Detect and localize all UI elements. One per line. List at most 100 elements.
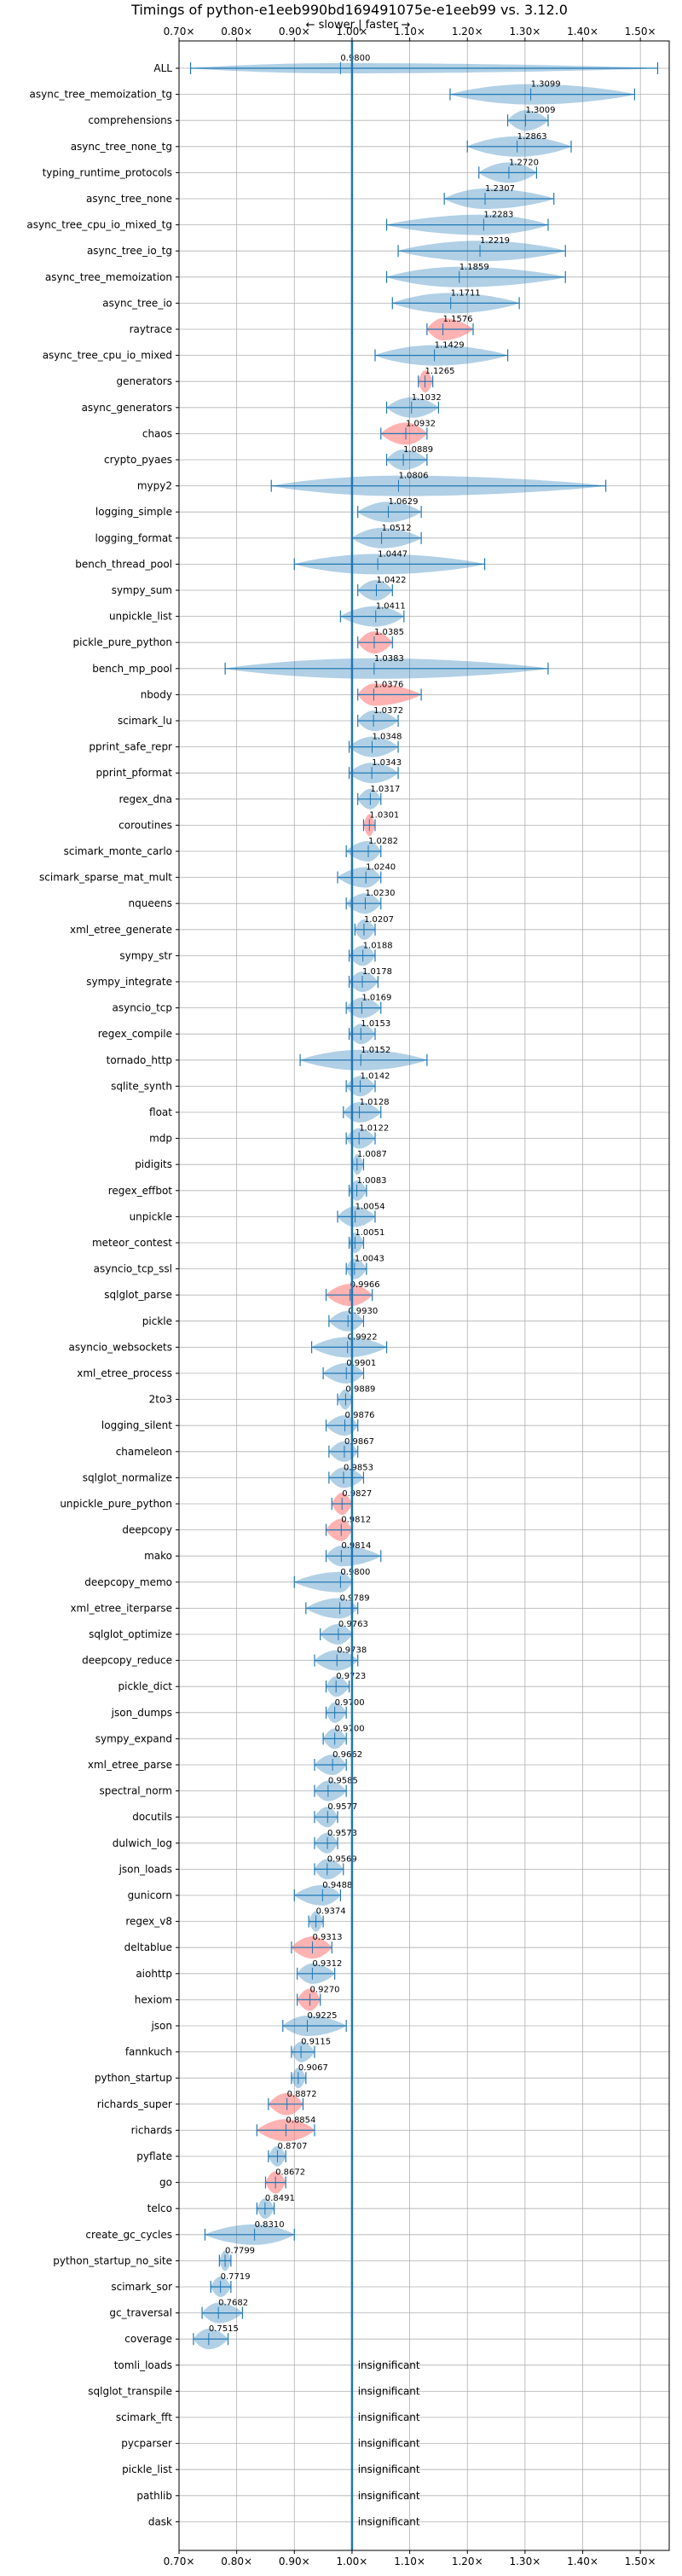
insignificant-label: insignificant <box>358 2411 420 2423</box>
benchmark-label: dask <box>148 2515 172 2527</box>
insignificant-label: insignificant <box>358 2463 420 2475</box>
benchmark-label: generators <box>116 375 172 387</box>
value-label: 1.2720 <box>509 158 539 167</box>
benchmark-label: create_gc_cycles <box>85 2229 172 2241</box>
x-tick-label-top: 1.00× <box>337 26 368 38</box>
benchmark-label: scimark_sparse_mat_mult <box>39 872 172 884</box>
benchmark-label: async_tree_io <box>102 297 172 309</box>
benchmark-label: sqlite_synth <box>111 1080 172 1092</box>
benchmark-label: python_startup <box>95 2072 172 2084</box>
value-label: 1.1429 <box>435 341 465 351</box>
benchmark-label: coroutines <box>118 819 172 831</box>
benchmark-label: pyflate <box>136 2150 172 2162</box>
value-label: 0.9700 <box>335 1724 365 1733</box>
value-label: 0.9270 <box>310 1985 340 1994</box>
benchmark-label: pickle_list <box>122 2463 172 2475</box>
x-tick-label-bottom: 1.50× <box>625 2556 656 2567</box>
benchmark-label: sqlglot_parse <box>104 1289 172 1301</box>
value-label: 0.8854 <box>286 2115 315 2125</box>
benchmark-label: sqlglot_transpile <box>88 2385 172 2397</box>
x-tick-label-top: 1.50× <box>625 26 656 38</box>
benchmark-label: xml_etree_iterparse <box>70 1602 172 1614</box>
value-label: 1.0207 <box>364 915 394 925</box>
benchmark-label: scimark_monte_carlo <box>64 845 172 857</box>
value-label: 0.9812 <box>341 1516 371 1525</box>
value-label: 1.2219 <box>480 236 510 246</box>
benchmark-label: pickle_dict <box>118 1680 173 1692</box>
value-label: 0.9115 <box>301 2038 331 2047</box>
benchmark-label: tornado_http <box>107 1054 172 1066</box>
value-label: 1.0188 <box>363 941 393 950</box>
value-label: 1.0512 <box>382 524 412 533</box>
benchmark-label: bench_mp_pool <box>92 663 172 675</box>
value-label: 1.1032 <box>412 393 442 403</box>
benchmark-label: deepcopy_reduce <box>82 1655 172 1667</box>
benchmark-label: xml_etree_parse <box>88 1759 172 1771</box>
value-label: 1.0376 <box>373 680 403 689</box>
chart-title: Timings of python-e1eeb990bd169491075e-e… <box>130 2 568 18</box>
value-label: 0.9814 <box>341 1541 371 1551</box>
benchmark-label: fannkuch <box>125 2046 172 2058</box>
value-label: 1.3099 <box>531 80 561 90</box>
value-label: 0.9889 <box>345 1385 375 1395</box>
value-label: 0.9800 <box>340 54 370 63</box>
value-label: 0.9225 <box>308 2011 338 2021</box>
value-label: 1.0054 <box>355 1202 385 1211</box>
value-label: 1.0230 <box>366 889 396 898</box>
benchmark-label: logging_silent <box>101 1419 172 1431</box>
x-tick-label-bottom: 1.30× <box>509 2556 540 2567</box>
benchmark-label: aiohttp <box>136 1968 172 1980</box>
value-label: 0.9585 <box>328 1777 358 1786</box>
insignificant-label: insignificant <box>358 2359 420 2371</box>
value-label: 0.7719 <box>221 2272 251 2282</box>
value-label: 1.2307 <box>485 184 515 194</box>
benchmark-label: json_loads <box>118 1863 172 1875</box>
benchmark-label: async_tree_io_tg <box>87 245 172 257</box>
value-label: 0.9569 <box>327 1854 357 1864</box>
benchmark-label: pprint_safe_repr <box>89 741 172 753</box>
value-label: 1.0178 <box>362 967 392 977</box>
x-tick-label-top: 1.40× <box>567 26 598 38</box>
benchmark-label: regex_v8 <box>125 1916 172 1928</box>
value-label: 0.7515 <box>209 2324 239 2334</box>
value-label: 1.0051 <box>355 1228 384 1238</box>
value-label: 1.0153 <box>361 1019 390 1029</box>
benchmark-label: sympy_integrate <box>86 976 172 988</box>
value-label: 0.9867 <box>344 1437 374 1447</box>
benchmark-label: coverage <box>124 2333 172 2345</box>
benchmark-label: 2to3 <box>149 1394 172 1406</box>
value-label: 1.0240 <box>366 863 396 873</box>
x-tick-label-bottom: 1.00× <box>337 2556 368 2567</box>
x-tick-label-bottom: 0.90× <box>279 2556 310 2567</box>
benchmark-label: sqlglot_normalize <box>83 1471 172 1483</box>
benchmark-label: crypto_pyaes <box>104 454 172 466</box>
value-label: 1.1859 <box>459 263 489 272</box>
value-label: 0.9930 <box>348 1307 378 1316</box>
benchmark-label: pycparser <box>121 2438 172 2450</box>
benchmark-label: deepcopy_memo <box>84 1576 172 1588</box>
benchmark-label: richards <box>131 2124 172 2136</box>
benchmark-label: python_startup_no_site <box>53 2254 172 2266</box>
benchmark-label: unpickle_list <box>109 611 172 623</box>
value-label: 1.1576 <box>443 315 473 324</box>
benchmark-label: async_tree_none <box>86 193 172 205</box>
value-label: 0.9800 <box>340 1568 370 1577</box>
value-label: 1.0383 <box>374 654 404 664</box>
benchmark-label: docutils <box>132 1811 172 1823</box>
benchmark-label: logging_format <box>95 532 172 544</box>
benchmark-label: async_generators <box>82 402 172 414</box>
x-tick-label-bottom: 0.70× <box>164 2556 195 2567</box>
value-label: 0.9374 <box>316 1907 346 1917</box>
value-label: 0.8310 <box>255 2220 285 2230</box>
benchmark-label: spectral_norm <box>99 1785 172 1797</box>
benchmark-label: xml_etree_generate <box>70 924 172 936</box>
insignificant-label: insignificant <box>358 2385 420 2397</box>
value-label: 1.0348 <box>372 733 402 742</box>
plot-frame <box>178 40 670 2551</box>
label-layer: ALL 0.9800 async_tree_memoization_tg 1.3099… <box>26 54 560 2527</box>
value-label: 0.9488 <box>322 1881 352 1890</box>
benchmark-label: richards_super <box>97 2098 172 2110</box>
value-label: 1.0889 <box>403 445 433 455</box>
benchmark-label: sqlglot_optimize <box>89 1628 172 1640</box>
value-label: 0.9763 <box>338 1620 368 1629</box>
